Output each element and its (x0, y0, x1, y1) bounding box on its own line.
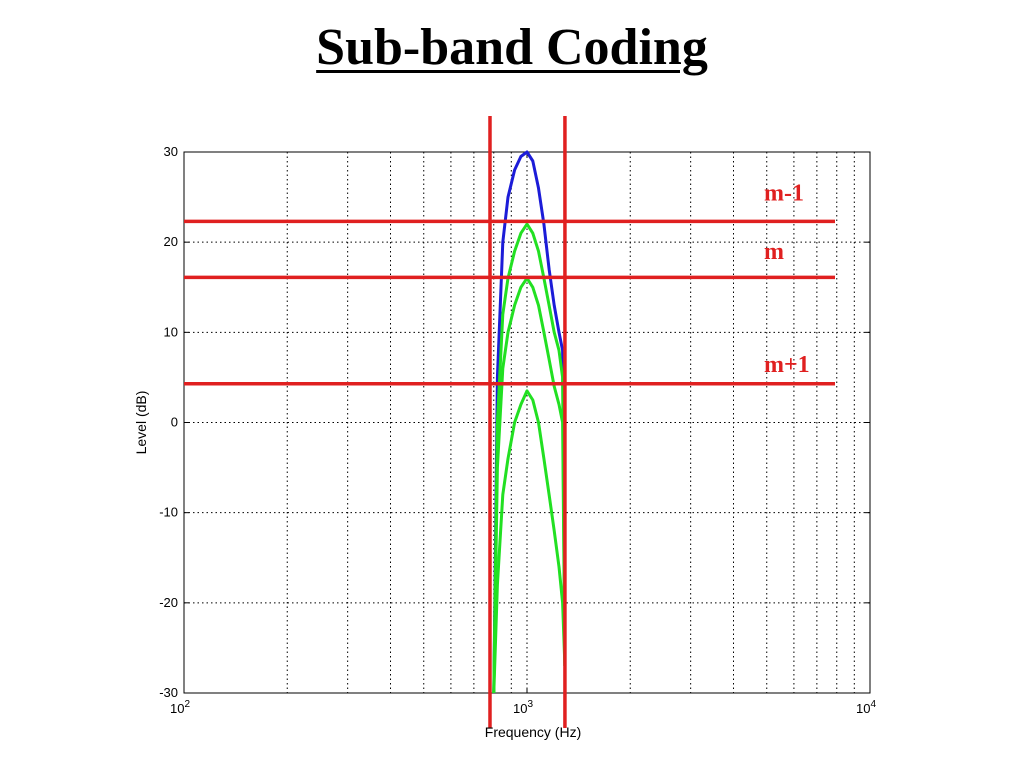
x-axis-label: Frequency (Hz) (485, 724, 581, 740)
blue-series-line-0 (492, 150, 567, 694)
y-tick-label: 0 (171, 415, 178, 430)
y-tick-label: 20 (164, 234, 178, 249)
band-label: m (764, 239, 784, 265)
y-axis-label: Level (dB) (133, 391, 149, 455)
y-tick-label: 10 (164, 324, 178, 339)
y-tick-label: -20 (159, 595, 178, 610)
x-tick-label: 104 (856, 699, 876, 716)
series-layer (492, 150, 567, 694)
slide-title: Sub-band Coding (316, 19, 708, 76)
band-label: m+1 (764, 352, 810, 378)
band-label: m-1 (764, 181, 804, 207)
y-tick-label: -30 (159, 685, 178, 700)
x-tick-label: 103 (513, 699, 533, 716)
green-series-line-1 (492, 222, 567, 694)
y-tick-label: 30 (164, 144, 178, 159)
overlay-layer: m-1 m m+1 (184, 116, 835, 728)
grid-layer (184, 152, 870, 693)
green-series-line-3 (492, 389, 567, 694)
green-series-line-2 (492, 276, 567, 694)
x-tick-label: 102 (170, 699, 190, 716)
y-tick-label: -10 (159, 505, 178, 520)
